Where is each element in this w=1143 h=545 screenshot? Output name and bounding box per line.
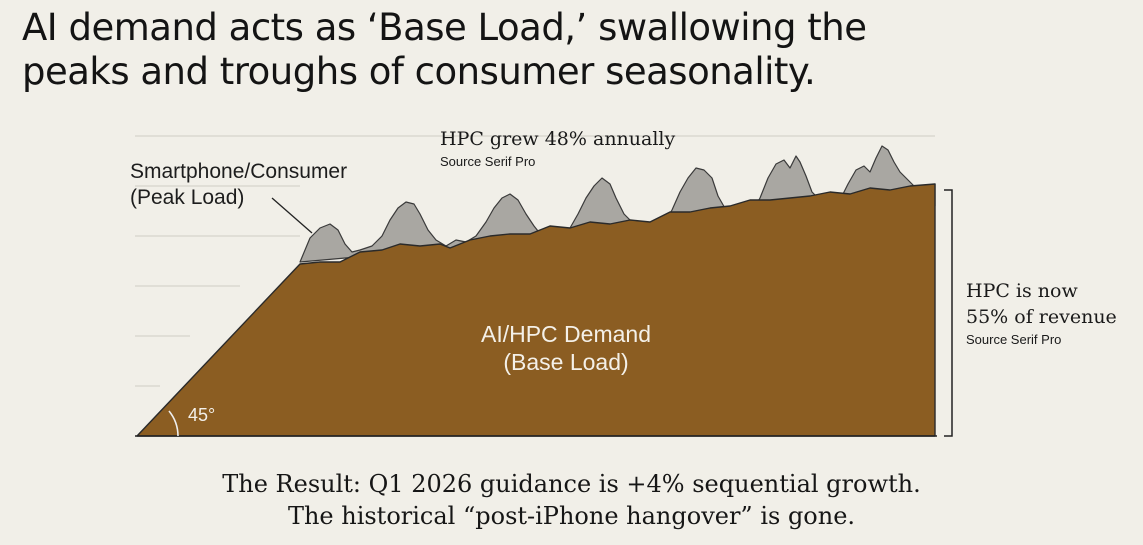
- hpc-growth-note: Source Serif Pro: [440, 154, 535, 169]
- headline-line-1: AI demand acts as ‘Base Load,’ swallowin…: [22, 6, 867, 49]
- consumer-pointer: [271, 197, 313, 234]
- angle-arc: [168, 410, 179, 437]
- consumer-label-line-2: (Peak Load): [130, 186, 244, 209]
- revenue-bracket: [944, 189, 953, 437]
- angle-label: 45°: [188, 405, 215, 425]
- share-label-line-1: HPC is now: [966, 280, 1078, 302]
- headline-line-2: peaks and troughs of consumer seasonalit…: [22, 50, 816, 93]
- gridlines: [135, 135, 935, 387]
- base-load-area: [136, 183, 936, 437]
- caption-line-2: The historical “post-iPhone hangover” is…: [287, 502, 856, 530]
- headline: AI demand acts as ‘Base Load,’ swallowin…: [22, 6, 1122, 94]
- base-load-label-line-1: AI/HPC Demand: [481, 321, 651, 347]
- caption-line-1: The Result: Q1 2026 guidance is +4% sequ…: [222, 470, 921, 498]
- result-caption: The Result: Q1 2026 guidance is +4% sequ…: [0, 468, 1143, 532]
- consumer-label-line-1: Smartphone/Consumer: [130, 160, 347, 183]
- share-label-line-2: 55% of revenue: [966, 306, 1117, 328]
- hpc-growth-label: HPC grew 48% annually: [440, 128, 676, 150]
- base-load-label-line-2: (Base Load): [503, 349, 628, 375]
- share-note: Source Serif Pro: [966, 332, 1061, 347]
